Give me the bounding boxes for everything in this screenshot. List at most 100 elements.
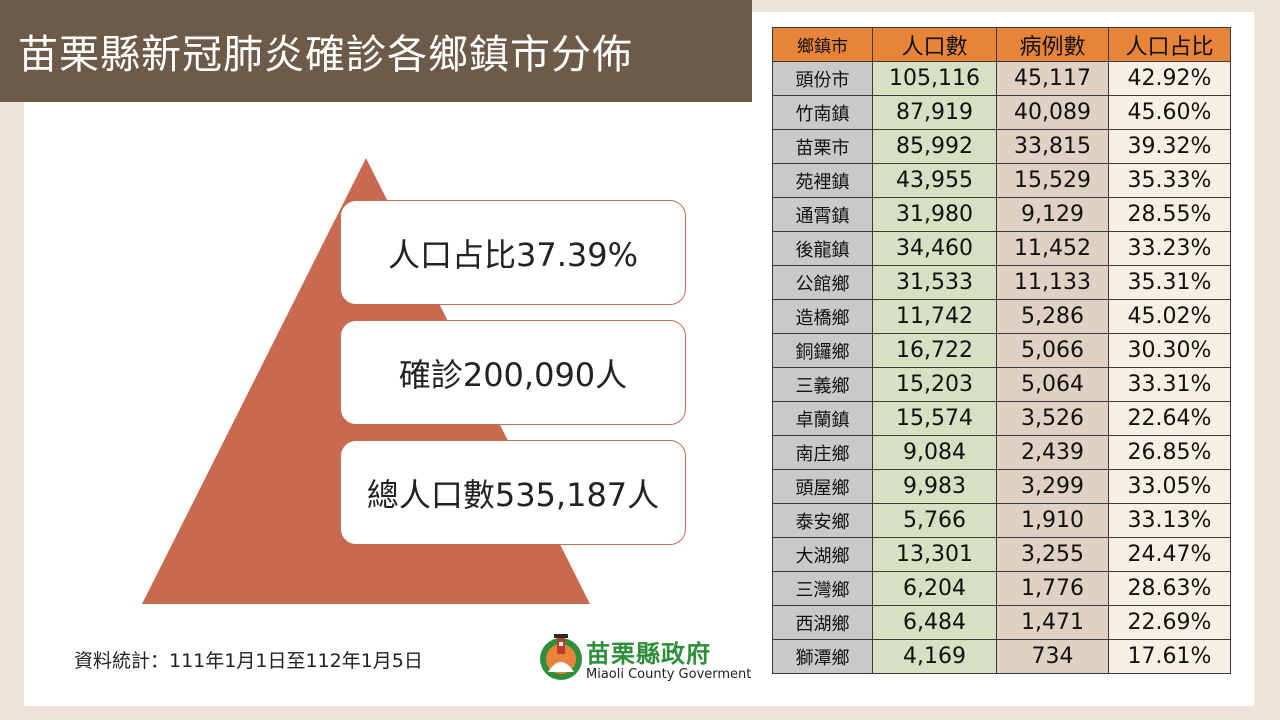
population-ratio-label: 人口占比37.39% xyxy=(387,235,639,274)
cell-cases: 3,255 xyxy=(996,537,1109,572)
county-emblem-icon xyxy=(540,634,582,680)
cell-cases: 1,910 xyxy=(996,503,1109,538)
cell-township: 後龍鎮 xyxy=(772,231,873,266)
confirmed-cases-box: 確診200,090人 xyxy=(340,320,686,425)
cell-township: 頭屋鄉 xyxy=(772,469,873,504)
cell-township: 泰安鄉 xyxy=(772,503,873,538)
table-row: 頭屋鄉 9,983 3,299 33.05% xyxy=(772,469,1231,504)
table-row: 竹南鎮 87,919 40,089 45.60% xyxy=(772,95,1231,130)
cell-population: 6,204 xyxy=(872,571,997,606)
county-government-name: 苗栗縣政府 xyxy=(586,639,711,668)
cell-township: 銅鑼鄉 xyxy=(772,333,873,368)
cell-township: 獅潭鄉 xyxy=(772,639,873,674)
slide-title: 苗栗縣新冠肺炎確診各鄉鎮市分佈 xyxy=(18,32,633,78)
cell-population: 43,955 xyxy=(872,163,997,198)
table-header-row: 鄉鎮市 人口數 病例數 人口占比 xyxy=(772,27,1231,62)
cell-cases: 3,526 xyxy=(996,401,1109,436)
cell-ratio: 33.23% xyxy=(1108,231,1231,266)
cell-township: 苑裡鎮 xyxy=(772,163,873,198)
cell-population: 5,766 xyxy=(872,503,997,538)
cell-ratio: 17.61% xyxy=(1108,639,1231,674)
cell-cases: 11,452 xyxy=(996,231,1109,266)
cell-cases: 11,133 xyxy=(996,265,1109,300)
cell-population: 15,574 xyxy=(872,401,997,436)
cell-ratio: 33.31% xyxy=(1108,367,1231,402)
cell-ratio: 35.31% xyxy=(1108,265,1231,300)
cell-cases: 734 xyxy=(996,639,1109,674)
header-township: 鄉鎮市 xyxy=(772,27,873,62)
cell-population: 31,533 xyxy=(872,265,997,300)
cell-population: 9,084 xyxy=(872,435,997,470)
cell-cases: 2,439 xyxy=(996,435,1109,470)
table-row: 大湖鄉 13,301 3,255 24.47% xyxy=(772,537,1231,572)
table-row: 泰安鄉 5,766 1,910 33.13% xyxy=(772,503,1231,538)
population-ratio-box: 人口占比37.39% xyxy=(340,200,686,305)
cell-ratio: 45.60% xyxy=(1108,95,1231,130)
data-period-note: 資料統計：111年1月1日至112年1月5日 xyxy=(74,650,423,672)
cell-population: 13,301 xyxy=(872,537,997,572)
cell-ratio: 28.55% xyxy=(1108,197,1231,232)
cell-township: 三灣鄉 xyxy=(772,571,873,606)
cell-township: 三義鄉 xyxy=(772,367,873,402)
cell-population: 16,722 xyxy=(872,333,997,368)
table-row: 南庄鄉 9,084 2,439 26.85% xyxy=(772,435,1231,470)
cell-township: 卓蘭鎮 xyxy=(772,401,873,436)
cell-population: 6,484 xyxy=(872,605,997,640)
table-row: 獅潭鄉 4,169 734 17.61% xyxy=(772,639,1231,674)
cell-ratio: 35.33% xyxy=(1108,163,1231,198)
cell-population: 34,460 xyxy=(872,231,997,266)
cell-township: 頭份市 xyxy=(772,61,873,96)
table-row: 通霄鎮 31,980 9,129 28.55% xyxy=(772,197,1231,232)
cell-population: 31,980 xyxy=(872,197,997,232)
cell-cases: 15,529 xyxy=(996,163,1109,198)
cell-cases: 1,776 xyxy=(996,571,1109,606)
cell-township: 竹南鎮 xyxy=(772,95,873,130)
table-row: 卓蘭鎮 15,574 3,526 22.64% xyxy=(772,401,1231,436)
cell-population: 15,203 xyxy=(872,367,997,402)
cell-population: 85,992 xyxy=(872,129,997,164)
table-row: 三灣鄉 6,204 1,776 28.63% xyxy=(772,571,1231,606)
total-population-box: 總人口數535,187人 xyxy=(340,440,686,545)
table-row: 苑裡鎮 43,955 15,529 35.33% xyxy=(772,163,1231,198)
cell-ratio: 39.32% xyxy=(1108,129,1231,164)
cell-cases: 5,286 xyxy=(996,299,1109,334)
cell-ratio: 42.92% xyxy=(1108,61,1231,96)
table-row: 苗栗市 85,992 33,815 39.32% xyxy=(772,129,1231,164)
cell-population: 105,116 xyxy=(872,61,997,96)
cell-ratio: 33.05% xyxy=(1108,469,1231,504)
cell-ratio: 22.69% xyxy=(1108,605,1231,640)
cell-cases: 40,089 xyxy=(996,95,1109,130)
confirmed-cases-label: 確診200,090人 xyxy=(398,355,628,394)
total-population-label: 總人口數535,187人 xyxy=(366,475,660,514)
cell-ratio: 24.47% xyxy=(1108,537,1231,572)
cell-cases: 45,117 xyxy=(996,61,1109,96)
table-row: 三義鄉 15,203 5,064 33.31% xyxy=(772,367,1231,402)
cell-ratio: 22.64% xyxy=(1108,401,1231,436)
cell-cases: 5,066 xyxy=(996,333,1109,368)
cell-cases: 1,471 xyxy=(996,605,1109,640)
cell-cases: 9,129 xyxy=(996,197,1109,232)
table-row: 頭份市 105,116 45,117 42.92% xyxy=(772,61,1231,96)
cell-cases: 5,064 xyxy=(996,367,1109,402)
cell-ratio: 45.02% xyxy=(1108,299,1231,334)
table-row: 銅鑼鄉 16,722 5,066 30.30% xyxy=(772,333,1231,368)
county-government-english-name: Miaoli County Goverment xyxy=(586,667,752,682)
header-ratio: 人口占比 xyxy=(1108,27,1231,62)
cell-population: 4,169 xyxy=(872,639,997,674)
header-cases: 病例數 xyxy=(996,27,1109,62)
header-population: 人口數 xyxy=(872,27,997,62)
cell-township: 公館鄉 xyxy=(772,265,873,300)
cell-cases: 33,815 xyxy=(996,129,1109,164)
cell-township: 苗栗市 xyxy=(772,129,873,164)
township-stats-table: 鄉鎮市 人口數 病例數 人口占比 頭份市 105,116 45,117 42.92% 竹… xyxy=(772,27,1231,674)
cell-township: 南庄鄉 xyxy=(772,435,873,470)
cell-population: 11,742 xyxy=(872,299,997,334)
cell-ratio: 33.13% xyxy=(1108,503,1231,538)
cell-township: 通霄鎮 xyxy=(772,197,873,232)
cell-township: 西湖鄉 xyxy=(772,605,873,640)
title-band: 苗栗縣新冠肺炎確診各鄉鎮市分佈 xyxy=(0,0,752,102)
table-row: 後龍鎮 34,460 11,452 33.23% xyxy=(772,231,1231,266)
table-row: 造橋鄉 11,742 5,286 45.02% xyxy=(772,299,1231,334)
cell-township: 造橋鄉 xyxy=(772,299,873,334)
cell-ratio: 26.85% xyxy=(1108,435,1231,470)
